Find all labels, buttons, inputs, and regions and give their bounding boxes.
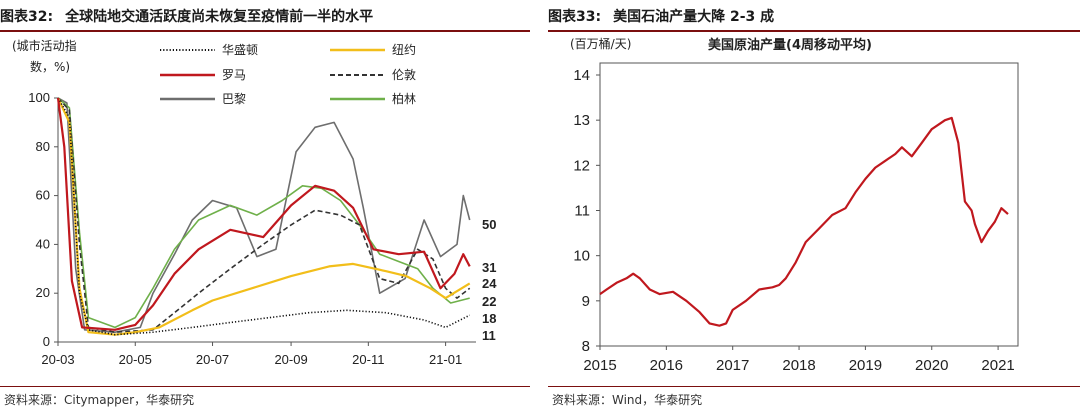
left-y-tick-label: 100 [28, 90, 50, 105]
left-series-line-4 [57, 97, 471, 333]
left-series-line-1 [57, 97, 471, 336]
right-figure-title: 图表33: 美国石油产量大降 2-3 成 [548, 6, 1080, 28]
right-chart: (百万桶/天) 美国原油产量(4周移动平均) 8 9 10 11 12 13 14 2015 201… [570, 36, 1019, 374]
left-source: 资料来源：Citymapper，华泰研究 [4, 393, 195, 407]
right-x-tick-label: 2016 [650, 357, 683, 374]
left-end-value-label: 31 [482, 260, 496, 275]
left-end-value-label: 50 [482, 217, 496, 232]
left-x-tick-label: 20-07 [196, 352, 229, 367]
left-legend-label: 罗马 [222, 68, 246, 82]
right-x-tick-label: 2020 [915, 357, 948, 374]
right-x-tick-label: 2019 [849, 357, 882, 374]
right-y-tick-label: 12 [573, 157, 590, 174]
right-chart-title: 美国原油产量(4周移动平均) [708, 37, 872, 53]
right-y-tick-label: 9 [582, 293, 590, 310]
right-title-text: 美国石油产量大降 2-3 成 [613, 9, 775, 25]
right-x-tick-label: 2015 [583, 357, 616, 374]
left-y-tick-label: 40 [36, 236, 50, 251]
right-panel: 图表33: 美国石油产量大降 2-3 成 (百万桶/天) 美国原油产量(4周移动平均… [548, 0, 1080, 415]
left-figure-title: 图表32: 全球陆地交通活跃度尚未恢复至疫情前一半的水平 [0, 6, 530, 28]
left-legend-label: 华盛顿 [222, 42, 258, 57]
left-legend-label: 柏林 [392, 91, 416, 106]
left-x-tick-label: 20-05 [119, 352, 152, 367]
left-x-tick-label: 20-03 [41, 352, 74, 367]
left-x-tick-label: 20-11 [352, 352, 384, 367]
left-legend-label: 纽约 [392, 42, 416, 57]
left-title-text: 全球陆地交通活跃度尚未恢复至疫情前一半的水平 [65, 9, 374, 25]
right-source: 资料来源：Wind，华泰研究 [552, 393, 703, 407]
left-figure-label: 图表32: [0, 9, 54, 25]
right-x-tick-label: 2017 [716, 357, 749, 374]
right-y-tick-label: 14 [573, 67, 590, 84]
right-y-tick-label: 11 [574, 203, 590, 220]
left-legend-label: 巴黎 [222, 92, 246, 106]
right-top-rule [548, 30, 1080, 32]
left-x-tick-label: 20-09 [274, 352, 307, 367]
left-end-value-label: 22 [482, 294, 496, 309]
right-y-tick-label: 10 [573, 248, 590, 265]
left-end-value-label: 18 [482, 311, 496, 326]
left-series-line-0 [57, 97, 471, 336]
left-series-line-3 [57, 97, 471, 333]
right-y-axis-label: (百万桶/天) [570, 36, 631, 51]
left-y-tick-label: 60 [36, 188, 50, 203]
left-end-value-label: 24 [482, 276, 497, 291]
left-x-tick-label: 21-01 [429, 352, 462, 367]
right-x-tick-label: 2018 [782, 357, 815, 374]
left-y-tick-label: 80 [36, 139, 50, 154]
left-end-value-label: 11 [482, 328, 496, 343]
left-y-tick-label: 20 [36, 285, 50, 300]
left-series-line-2 [56, 97, 471, 331]
left-y-axis-label: (城市活动指 [12, 38, 77, 53]
right-x-tick-label: 2021 [981, 357, 1014, 374]
right-y-tick-label: 8 [582, 338, 590, 355]
right-plot-frame [599, 62, 1019, 347]
left-y-axis-label: 数，%) [30, 59, 70, 74]
right-bottom-rule [548, 386, 1080, 387]
left-series-line-5 [57, 97, 470, 329]
left-top-rule [0, 30, 530, 32]
left-bottom-rule [0, 386, 530, 387]
left-legend-label: 伦敦 [392, 67, 416, 82]
right-series-line [599, 116, 1009, 327]
left-y-tick-label: 0 [43, 334, 50, 349]
left-panel: 图表32: 全球陆地交通活跃度尚未恢复至疫情前一半的水平 (城市活动指数，%) 0 2… [0, 0, 530, 415]
right-figure-label: 图表33: [548, 9, 602, 25]
right-y-tick-label: 13 [573, 112, 590, 129]
